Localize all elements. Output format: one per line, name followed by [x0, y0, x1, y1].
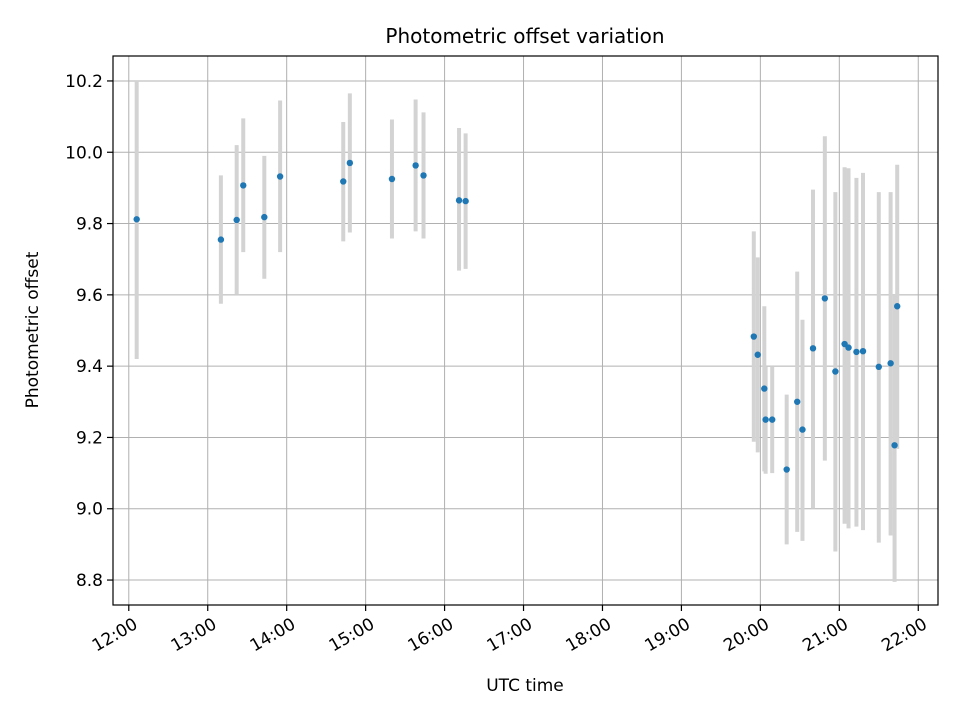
data-point [832, 368, 839, 375]
data-point [853, 348, 860, 356]
data-point [462, 197, 469, 205]
data-point [799, 426, 806, 433]
y-tick-label: 9.4 [76, 357, 103, 377]
data-point [762, 416, 769, 423]
data-point [276, 173, 284, 180]
data-point [217, 236, 225, 243]
y-tick-label: 9.0 [76, 500, 103, 520]
y-tick-label: 10.2 [65, 72, 103, 92]
data-point [894, 303, 901, 310]
data-point [412, 162, 419, 169]
data-point [261, 213, 268, 221]
data-point [340, 178, 347, 185]
data-point [133, 216, 140, 223]
data-point [845, 344, 852, 351]
y-tick-label: 9.6 [76, 286, 103, 306]
y-axis-label: Photometric offset [23, 251, 43, 408]
chart-title: Photometric offset variation [385, 24, 664, 48]
data-point [794, 398, 801, 405]
y-tick-label: 8.8 [76, 571, 103, 591]
plot-frame [112, 55, 939, 606]
data-point [809, 345, 817, 352]
data-point [769, 416, 776, 423]
y-tick-label: 9.8 [76, 215, 103, 235]
data-point [240, 182, 247, 189]
data-point [754, 351, 761, 358]
data-points [133, 159, 901, 473]
data-point [875, 363, 882, 371]
y-tick-label: 9.2 [76, 428, 103, 448]
data-point [783, 466, 790, 473]
data-point [859, 347, 867, 355]
x-axis-label: UTC time [486, 676, 564, 696]
data-point [821, 295, 829, 302]
data-point [891, 442, 898, 449]
data-point [750, 333, 757, 340]
data-point [420, 172, 427, 179]
data-point [761, 385, 768, 392]
y-tick-label: 10.0 [65, 143, 103, 163]
y-axis: 8.8 9.0 9.2 9.4 9.6 9.8 10.0 10.2 [65, 72, 113, 591]
data-point [233, 216, 240, 224]
data-point [388, 175, 396, 183]
data-point [455, 197, 463, 204]
data-point [887, 360, 894, 367]
data-point [346, 159, 354, 167]
